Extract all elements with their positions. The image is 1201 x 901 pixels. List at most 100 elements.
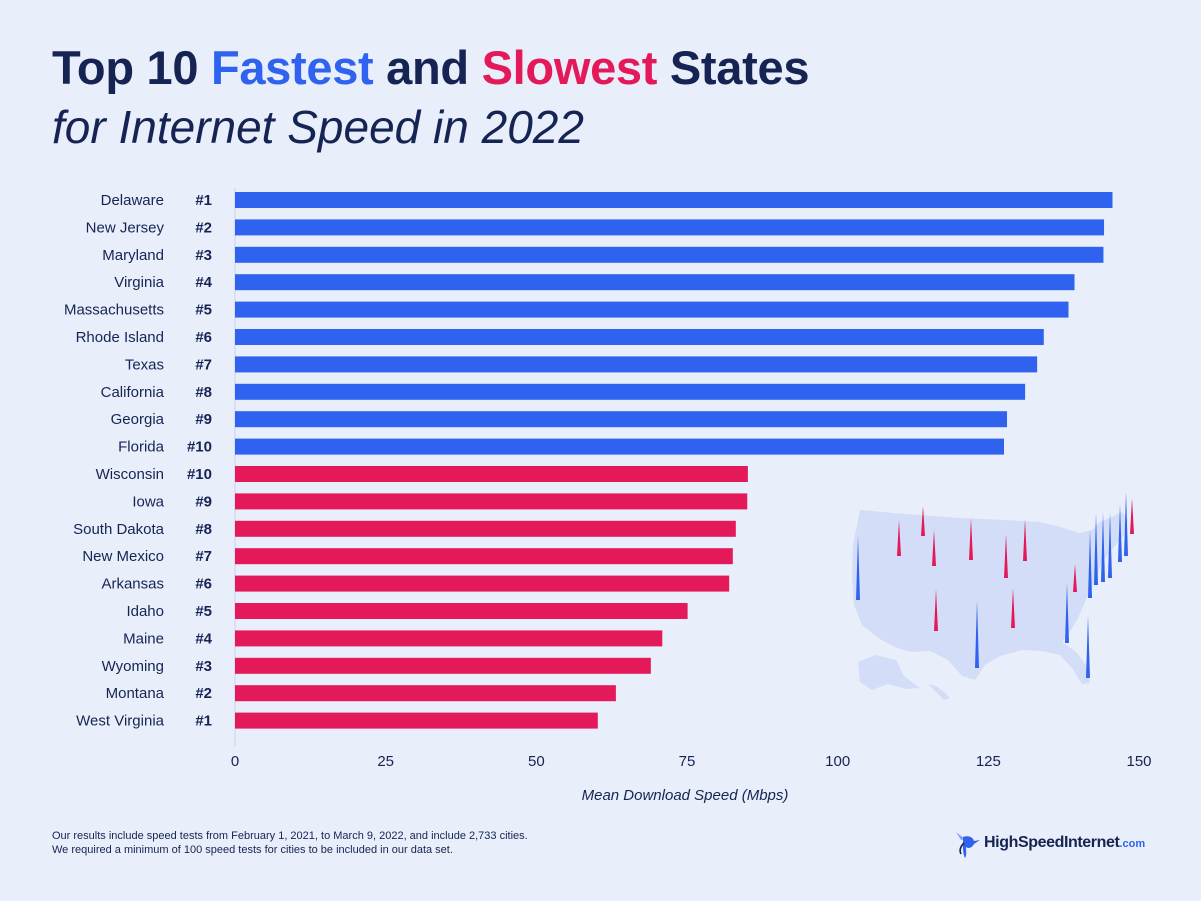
- rank-label: #6: [195, 329, 212, 346]
- rank-label: #7: [195, 356, 212, 373]
- x-tick-label: 0: [231, 753, 239, 770]
- state-label: Wyoming: [102, 658, 164, 675]
- rank-label: #1: [195, 192, 212, 209]
- state-label: Maryland: [102, 247, 164, 264]
- map-spike: [1094, 513, 1098, 585]
- bar-fastest: [235, 411, 1008, 428]
- bar-slowest: [235, 685, 616, 702]
- x-tick-label: 25: [377, 753, 394, 770]
- rank-label: #3: [195, 247, 212, 264]
- map-spike: [1065, 583, 1069, 643]
- rank-label: #6: [195, 576, 212, 593]
- rank-label: #4: [195, 630, 212, 647]
- title-slowest: Slowest: [481, 41, 658, 94]
- x-tick-label: 75: [679, 753, 696, 770]
- map-spike: [932, 530, 936, 566]
- title-part-3: States: [657, 41, 810, 94]
- map-spike: [975, 600, 979, 668]
- hummingbird-icon: [956, 832, 980, 858]
- state-label: Delaware: [101, 192, 164, 209]
- state-label: Wisconsin: [96, 466, 164, 483]
- state-label: Florida: [118, 439, 165, 456]
- state-label: Montana: [106, 685, 165, 702]
- chart-subtitle: for Internet Speed in 2022: [52, 101, 584, 153]
- logo-text: HighSpeedInternet.com: [984, 834, 1145, 852]
- map-spike: [969, 518, 973, 560]
- rank-label: #1: [195, 713, 212, 730]
- bar-slowest: [235, 466, 748, 482]
- footnote: Our results include speed tests from Feb…: [52, 829, 528, 857]
- x-tick-label: 150: [1126, 753, 1151, 770]
- map-spike: [921, 506, 925, 536]
- map-spike: [856, 536, 860, 600]
- state-label: California: [101, 384, 165, 401]
- bar-slowest: [235, 657, 651, 674]
- map-spike: [1004, 534, 1008, 578]
- category-labels: Delaware #1 New Jersey #2 Maryland #3 Virginia…: [64, 192, 213, 730]
- bar-slowest: [235, 493, 748, 510]
- rank-label: #7: [195, 548, 212, 565]
- logo-tld: .com: [1119, 838, 1146, 850]
- title-part-2: and: [373, 41, 482, 94]
- bar-slowest: [235, 520, 736, 537]
- x-tick-label: 100: [825, 753, 850, 770]
- map-spike: [934, 589, 938, 631]
- title-fastest: Fastest: [210, 41, 374, 94]
- x-axis-label: Mean Download Speed (Mbps): [582, 787, 789, 804]
- rank-label: #9: [195, 493, 212, 510]
- rank-label: #2: [195, 219, 212, 236]
- rank-label: #5: [195, 603, 212, 620]
- state-label: Idaho: [126, 603, 164, 620]
- x-tick-label: 125: [976, 753, 1001, 770]
- bars: [235, 192, 1113, 729]
- map-spike: [1086, 616, 1090, 678]
- us-map-shape: [852, 510, 1128, 684]
- footnote-line-2: We required a minimum of 100 speed tests…: [52, 844, 453, 856]
- logo-name: HighSpeedInternet: [984, 834, 1120, 851]
- us-map-illustration: [852, 492, 1134, 700]
- bar-slowest: [235, 548, 733, 565]
- bar-fastest: [235, 301, 1069, 318]
- bar-slowest: [235, 575, 730, 592]
- map-spike: [1101, 512, 1105, 582]
- footnote-line-1: Our results include speed tests from Feb…: [52, 830, 528, 842]
- state-label: Virginia: [114, 274, 164, 291]
- map-spike: [1011, 588, 1015, 628]
- state-label: Maine: [123, 630, 164, 647]
- hawaii-shape: [928, 684, 950, 700]
- alaska-shape: [858, 655, 920, 690]
- rank-label: #10: [187, 439, 212, 456]
- x-axis-ticks: 0 25 50 75 100 125 150: [231, 753, 1152, 770]
- map-spike: [1124, 492, 1128, 556]
- map-spike: [897, 520, 901, 556]
- state-label: New Mexico: [82, 548, 164, 565]
- title-part-1: Top 10: [52, 41, 211, 94]
- x-tick-label: 50: [528, 753, 545, 770]
- bar-slowest: [235, 712, 598, 729]
- map-spike: [1088, 530, 1092, 598]
- bar-fastest: [235, 192, 1113, 208]
- bar-slowest: [235, 630, 663, 647]
- rank-label: #3: [195, 658, 212, 675]
- rank-label: #9: [195, 411, 212, 428]
- state-label: Massachusetts: [64, 302, 164, 319]
- map-spike: [1108, 512, 1112, 578]
- bar-fastest: [235, 246, 1104, 263]
- state-label: Georgia: [111, 411, 165, 428]
- bar-fastest: [235, 356, 1038, 373]
- map-spike: [1130, 498, 1134, 534]
- bar-fastest: [235, 383, 1026, 400]
- state-label: Texas: [125, 356, 164, 373]
- state-label: Rhode Island: [76, 329, 164, 346]
- brand-logo[interactable]: HighSpeedInternet.com: [950, 826, 1145, 860]
- state-label: Arkansas: [101, 576, 164, 593]
- rank-label: #10: [187, 466, 212, 483]
- bar-fastest: [235, 274, 1075, 291]
- bar-fastest: [235, 329, 1044, 345]
- rank-label: #8: [195, 384, 212, 401]
- bar-fastest: [235, 219, 1105, 236]
- map-spike: [1023, 519, 1027, 561]
- map-spike: [1073, 564, 1077, 592]
- map-spike: [1118, 504, 1122, 562]
- rank-label: #5: [195, 302, 212, 319]
